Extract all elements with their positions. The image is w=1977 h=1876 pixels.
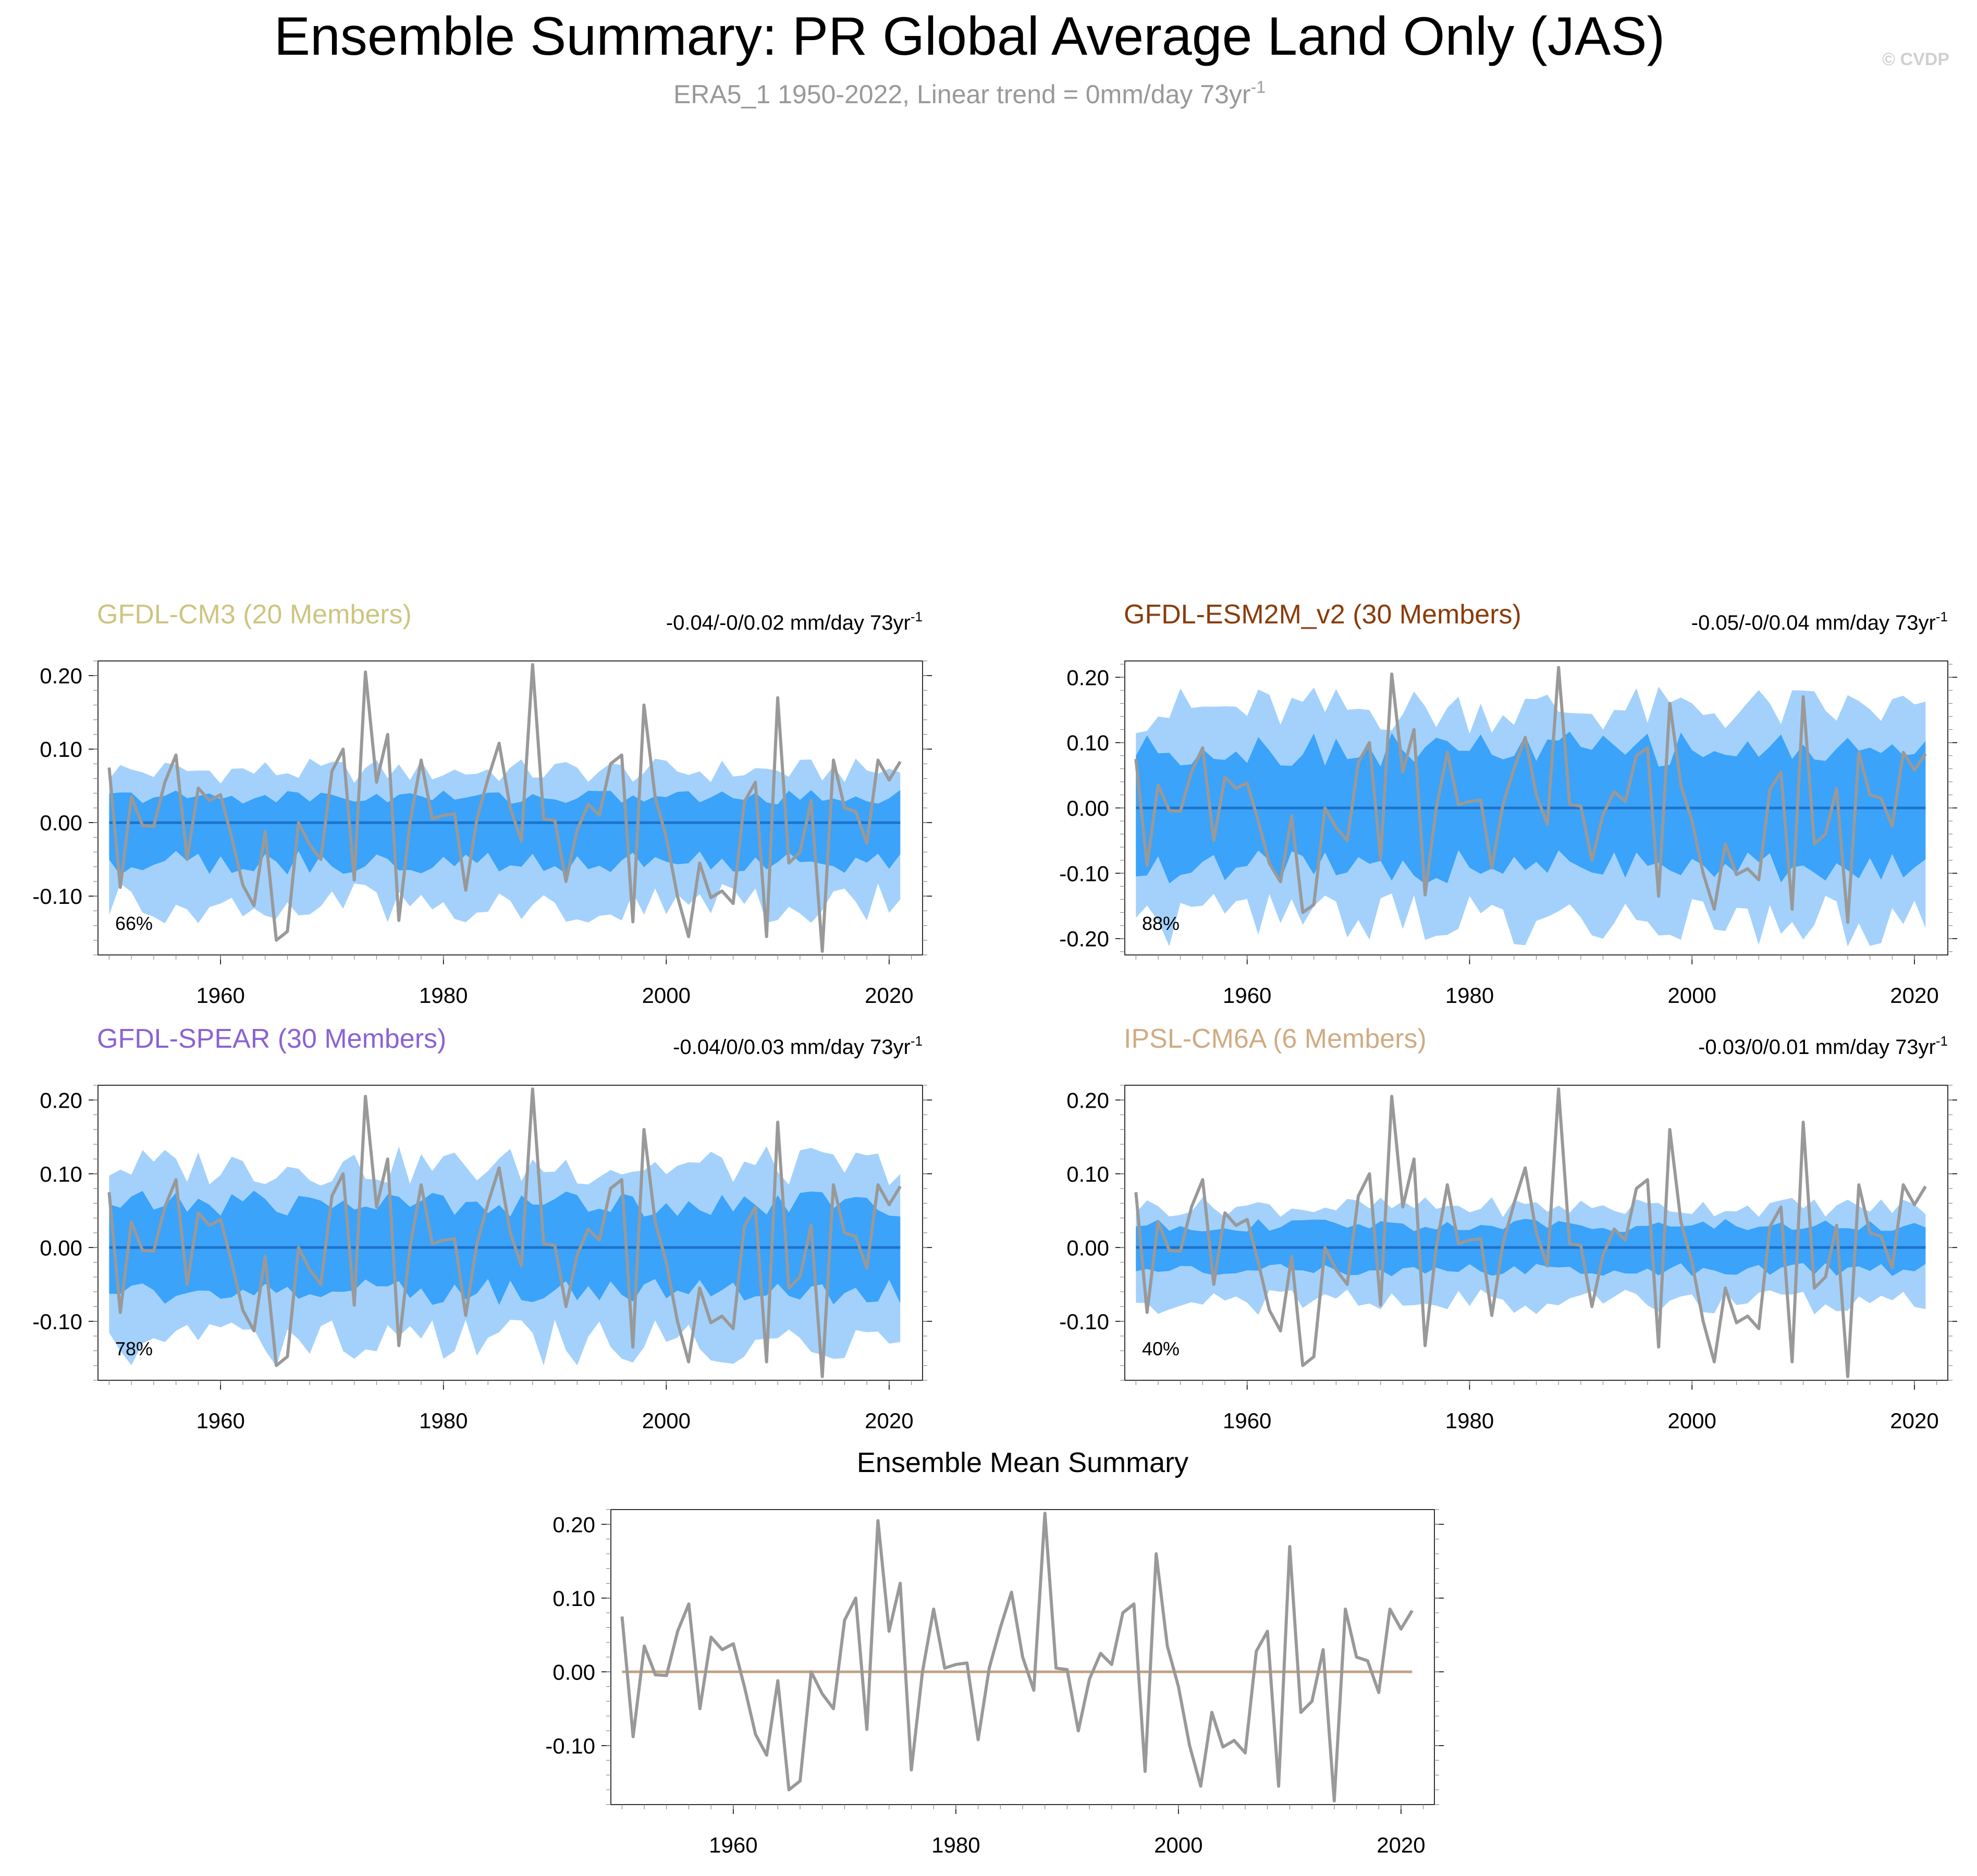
y-tick-label: 0.20 (1066, 1088, 1109, 1112)
x-tick-label: 2000 (1154, 1833, 1202, 1857)
percent-label: 66% (115, 913, 153, 934)
page-title: Ensemble Summary: PR Global Average Land… (274, 6, 1665, 67)
x-tick-label: 2000 (1668, 1408, 1716, 1433)
obs-line (620, 1512, 1414, 1803)
obs-line (1134, 666, 1927, 924)
obs-line (107, 1087, 902, 1378)
panel-ipsl: IPSL-CM6A (6 Members) -0.03/0/0.01 mm/day… (1059, 1024, 1957, 1433)
panel-title: GFDL-SPEAR (30 Members) (97, 1024, 446, 1054)
y-tick-label: -0.10 (1059, 1309, 1109, 1334)
y-tick-label: -0.20 (1059, 927, 1109, 951)
x-tick-label: 1980 (419, 983, 468, 1008)
x-tick-label: 1980 (1445, 1408, 1494, 1433)
trend-label: -0.05/-0/0.04 mm/day 73yr-1 (1691, 609, 1948, 634)
x-tick-label: 2020 (1377, 1833, 1425, 1857)
panel-title: IPSL-CM6A (6 Members) (1124, 1024, 1427, 1054)
y-tick-label: 0.20 (40, 664, 82, 688)
panel-spear: GFDL-SPEAR (30 Members) -0.04/0/0.03 mm/d… (32, 1024, 932, 1433)
obs-line (1134, 1087, 1927, 1378)
y-tick-label: 0.20 (1066, 665, 1109, 690)
trend-label: -0.04/-0/0.02 mm/day 73yr-1 (666, 609, 923, 634)
panel-title: GFDL-ESM2M_v2 (30 Members) (1124, 599, 1521, 630)
inner-spread-band (109, 790, 901, 875)
y-tick-label: -0.10 (545, 1734, 595, 1758)
x-tick-label: 2000 (642, 1408, 691, 1433)
x-tick-label: 2000 (1668, 983, 1716, 1008)
x-tick-label: 2000 (642, 983, 691, 1008)
panel-title: Ensemble Mean Summary (857, 1447, 1188, 1478)
x-tick-label: 1960 (1223, 1408, 1271, 1433)
panel-title: GFDL-CM3 (20 Members) (97, 599, 412, 630)
x-tick-label: 1980 (931, 1833, 980, 1857)
y-tick-label: 0.00 (1066, 1235, 1109, 1260)
y-tick-label: -0.10 (32, 1309, 82, 1334)
y-tick-label: 0.00 (40, 811, 82, 835)
y-tick-label: 0.00 (552, 1660, 595, 1684)
panel-cm3: GFDL-CM3 (20 Members) -0.04/-0/0.02 mm/da… (32, 599, 932, 1008)
page-subtitle: ERA5_1 1950-2022, Linear trend = 0mm/day… (673, 78, 1266, 109)
panel-esm2m: GFDL-ESM2M_v2 (30 Members) -0.05/-0/0.04 … (1059, 599, 1957, 1008)
y-tick-label: 0.10 (1066, 1162, 1109, 1186)
y-tick-label: -0.10 (32, 884, 82, 909)
x-tick-label: 1960 (196, 983, 244, 1008)
y-tick-label: 0.00 (1066, 796, 1109, 820)
x-tick-label: 1960 (1223, 983, 1271, 1008)
x-tick-label: 1960 (196, 1408, 244, 1433)
x-tick-label: 2020 (865, 983, 913, 1008)
x-tick-label: 2020 (865, 1408, 913, 1433)
x-tick-label: 2020 (1890, 1408, 1938, 1433)
y-tick-label: 0.00 (40, 1235, 82, 1260)
percent-label: 88% (1142, 913, 1180, 934)
watermark: © CVDP (1882, 50, 1949, 69)
percent-label: 78% (115, 1338, 153, 1359)
x-tick-label: 2020 (1890, 983, 1938, 1008)
x-tick-label: 1980 (1445, 983, 1494, 1008)
y-tick-label: 0.10 (552, 1586, 595, 1611)
y-tick-label: 0.20 (40, 1088, 82, 1112)
panel-mean: Ensemble Mean Summary -0.10 0.00 0.10 0.20 19… (545, 1447, 1444, 1857)
x-tick-label: 1960 (709, 1833, 757, 1857)
obs-line (107, 663, 902, 953)
y-tick-label: 0.10 (40, 1162, 82, 1186)
y-tick-label: 0.10 (1066, 731, 1109, 755)
x-tick-label: 1980 (419, 1408, 468, 1433)
panels: GFDL-CM3 (20 Members) -0.04/-0/0.02 mm/da… (32, 599, 1957, 1857)
y-tick-label: -0.10 (1059, 861, 1109, 886)
y-tick-label: 0.10 (40, 737, 82, 762)
percent-label: 40% (1142, 1338, 1180, 1359)
y-tick-label: 0.20 (552, 1512, 595, 1537)
trend-label: -0.04/0/0.03 mm/day 73yr-1 (673, 1033, 923, 1059)
trend-label: -0.03/0/0.01 mm/day 73yr-1 (1698, 1033, 1948, 1059)
